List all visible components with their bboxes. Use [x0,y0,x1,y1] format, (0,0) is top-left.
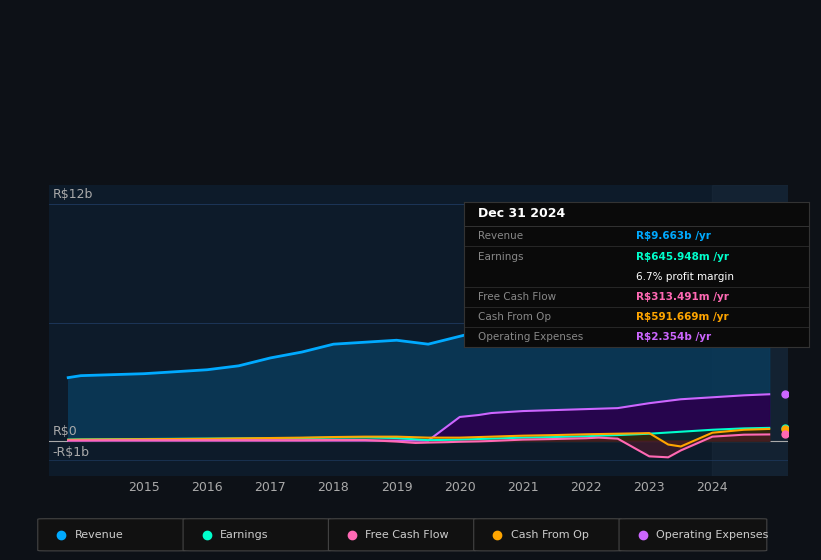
Text: -R$1b: -R$1b [53,446,89,459]
Text: R$313.491m /yr: R$313.491m /yr [636,292,729,302]
Text: 6.7% profit margin: 6.7% profit margin [636,272,734,282]
FancyBboxPatch shape [619,519,767,551]
Text: Operating Expenses: Operating Expenses [478,332,583,342]
Text: R$645.948m /yr: R$645.948m /yr [636,251,729,262]
Text: Dec 31 2024: Dec 31 2024 [478,207,565,221]
Text: R$0: R$0 [53,424,77,437]
Text: Earnings: Earnings [220,530,268,540]
FancyBboxPatch shape [38,519,186,551]
Bar [713,185,788,476]
Text: R$2.354b /yr: R$2.354b /yr [636,332,712,342]
Text: R$9.663b /yr: R$9.663b /yr [636,231,711,241]
Text: Earnings: Earnings [478,251,523,262]
Text: Revenue: Revenue [478,231,523,241]
Text: Revenue: Revenue [75,530,123,540]
FancyBboxPatch shape [183,519,331,551]
FancyBboxPatch shape [328,519,476,551]
Text: Free Cash Flow: Free Cash Flow [365,530,449,540]
Text: R$12b: R$12b [53,188,93,200]
FancyBboxPatch shape [474,519,621,551]
Text: Free Cash Flow: Free Cash Flow [478,292,556,302]
Text: Cash From Op: Cash From Op [478,312,551,322]
Text: Operating Expenses: Operating Expenses [656,530,768,540]
Text: R$591.669m /yr: R$591.669m /yr [636,312,729,322]
Text: Cash From Op: Cash From Op [511,530,589,540]
